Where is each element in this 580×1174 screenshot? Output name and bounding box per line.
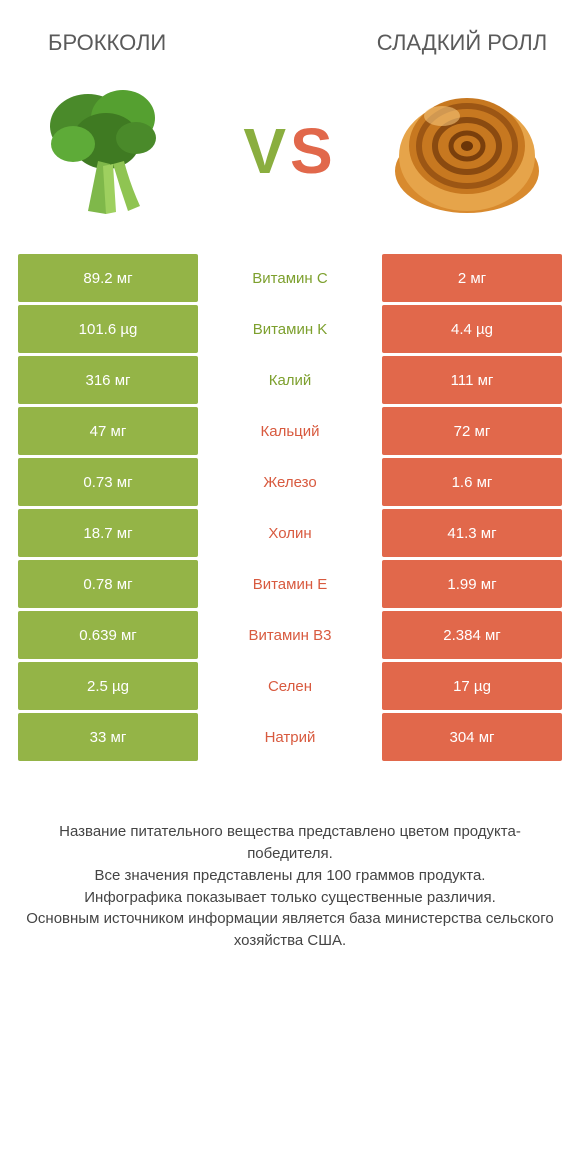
footer-notes: Название питательного вещества представл… bbox=[18, 821, 562, 982]
right-value-cell: 41.3 мг bbox=[382, 509, 562, 557]
right-value-cell: 304 мг bbox=[382, 713, 562, 761]
table-row: 18.7 мгХолин41.3 мг bbox=[18, 509, 562, 557]
right-value-cell: 72 мг bbox=[382, 407, 562, 455]
nutrient-label-cell: Кальций bbox=[198, 407, 382, 455]
footer-line-4: Основным источником информации является … bbox=[18, 908, 562, 952]
table-row: 0.639 мгВитамин B32.384 мг bbox=[18, 611, 562, 659]
comparison-table: 89.2 мгВитамин C2 мг101.6 µgВитамин K4.4… bbox=[18, 254, 562, 761]
right-value-cell: 1.99 мг bbox=[382, 560, 562, 608]
right-value-cell: 111 мг bbox=[382, 356, 562, 404]
right-value-cell: 2.384 мг bbox=[382, 611, 562, 659]
left-value-cell: 18.7 мг bbox=[18, 509, 198, 557]
nutrient-label-cell: Витамин C bbox=[198, 254, 382, 302]
left-value-cell: 101.6 µg bbox=[18, 305, 198, 353]
left-value-cell: 2.5 µg bbox=[18, 662, 198, 710]
left-value-cell: 0.639 мг bbox=[18, 611, 198, 659]
vs-v: V bbox=[243, 115, 290, 187]
table-row: 89.2 мгВитамин C2 мг bbox=[18, 254, 562, 302]
left-value-cell: 0.73 мг bbox=[18, 458, 198, 506]
nutrient-label-cell: Селен bbox=[198, 662, 382, 710]
nutrient-label-cell: Натрий bbox=[198, 713, 382, 761]
nutrient-label-cell: Калий bbox=[198, 356, 382, 404]
table-row: 101.6 µgВитамин K4.4 µg bbox=[18, 305, 562, 353]
left-value-cell: 0.78 мг bbox=[18, 560, 198, 608]
nutrient-label-cell: Железо bbox=[198, 458, 382, 506]
vs-s: S bbox=[290, 115, 337, 187]
left-value-cell: 89.2 мг bbox=[18, 254, 198, 302]
roll-image bbox=[382, 76, 552, 226]
table-row: 0.73 мгЖелезо1.6 мг bbox=[18, 458, 562, 506]
right-value-cell: 4.4 µg bbox=[382, 305, 562, 353]
vs-label: VS bbox=[243, 114, 336, 188]
footer-line-1: Название питательного вещества представл… bbox=[18, 821, 562, 865]
right-value-cell: 2 мг bbox=[382, 254, 562, 302]
right-value-cell: 1.6 мг bbox=[382, 458, 562, 506]
header: БРОККОЛИ СЛАДКИЙ РОЛЛ bbox=[18, 30, 562, 56]
images-row: VS bbox=[18, 76, 562, 226]
footer-line-3: Инфографика показывает только существенн… bbox=[18, 887, 562, 909]
footer-line-2: Все значения представлены для 100 граммо… bbox=[18, 865, 562, 887]
nutrient-label-cell: Витамин K bbox=[198, 305, 382, 353]
nutrient-label-cell: Холин bbox=[198, 509, 382, 557]
right-value-cell: 17 µg bbox=[382, 662, 562, 710]
nutrient-label-cell: Витамин B3 bbox=[198, 611, 382, 659]
table-row: 47 мгКальций72 мг bbox=[18, 407, 562, 455]
table-row: 2.5 µgСелен17 µg bbox=[18, 662, 562, 710]
table-row: 316 мгКалий111 мг bbox=[18, 356, 562, 404]
broccoli-image bbox=[28, 76, 198, 226]
left-value-cell: 33 мг bbox=[18, 713, 198, 761]
left-value-cell: 47 мг bbox=[18, 407, 198, 455]
right-food-title: СЛАДКИЙ РОЛЛ bbox=[362, 30, 562, 56]
table-row: 33 мгНатрий304 мг bbox=[18, 713, 562, 761]
left-food-title: БРОККОЛИ bbox=[18, 30, 218, 56]
nutrient-label-cell: Витамин E bbox=[198, 560, 382, 608]
left-value-cell: 316 мг bbox=[18, 356, 198, 404]
table-row: 0.78 мгВитамин E1.99 мг bbox=[18, 560, 562, 608]
